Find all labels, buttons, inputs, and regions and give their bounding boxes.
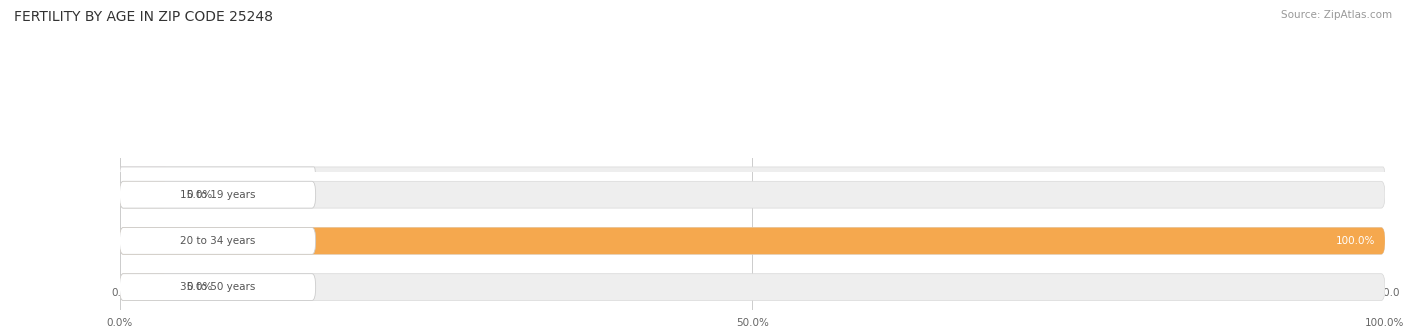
- Text: 100.0%: 100.0%: [1336, 236, 1375, 246]
- Text: 20 to 34 years: 20 to 34 years: [180, 236, 256, 246]
- Text: FERTILITY BY AGE IN ZIP CODE 25248: FERTILITY BY AGE IN ZIP CODE 25248: [14, 10, 273, 24]
- Text: 0.0%: 0.0%: [187, 282, 212, 292]
- FancyBboxPatch shape: [120, 274, 1385, 301]
- FancyBboxPatch shape: [120, 274, 167, 301]
- Text: 154.0: 154.0: [1346, 214, 1375, 224]
- Text: 15 to 19 years: 15 to 19 years: [180, 174, 256, 184]
- FancyBboxPatch shape: [120, 227, 1385, 254]
- FancyBboxPatch shape: [120, 167, 1385, 190]
- FancyBboxPatch shape: [120, 248, 316, 272]
- FancyBboxPatch shape: [120, 167, 316, 190]
- FancyBboxPatch shape: [120, 227, 316, 254]
- FancyBboxPatch shape: [120, 181, 167, 208]
- FancyBboxPatch shape: [120, 227, 1385, 254]
- FancyBboxPatch shape: [120, 208, 1385, 231]
- Text: Source: ZipAtlas.com: Source: ZipAtlas.com: [1281, 10, 1392, 20]
- Text: 15 to 19 years: 15 to 19 years: [180, 190, 256, 200]
- Text: 0.0%: 0.0%: [187, 190, 212, 200]
- FancyBboxPatch shape: [120, 208, 316, 231]
- Text: 35 to 50 years: 35 to 50 years: [180, 255, 256, 265]
- Text: 0.0: 0.0: [187, 255, 202, 265]
- FancyBboxPatch shape: [120, 248, 1385, 272]
- FancyBboxPatch shape: [120, 274, 316, 301]
- Text: 35 to 50 years: 35 to 50 years: [180, 282, 256, 292]
- Text: 0.0: 0.0: [187, 174, 202, 184]
- FancyBboxPatch shape: [120, 181, 1385, 208]
- Text: 20 to 34 years: 20 to 34 years: [180, 214, 256, 224]
- FancyBboxPatch shape: [120, 248, 167, 272]
- FancyBboxPatch shape: [120, 181, 316, 208]
- FancyBboxPatch shape: [120, 167, 167, 190]
- FancyBboxPatch shape: [120, 208, 1094, 231]
